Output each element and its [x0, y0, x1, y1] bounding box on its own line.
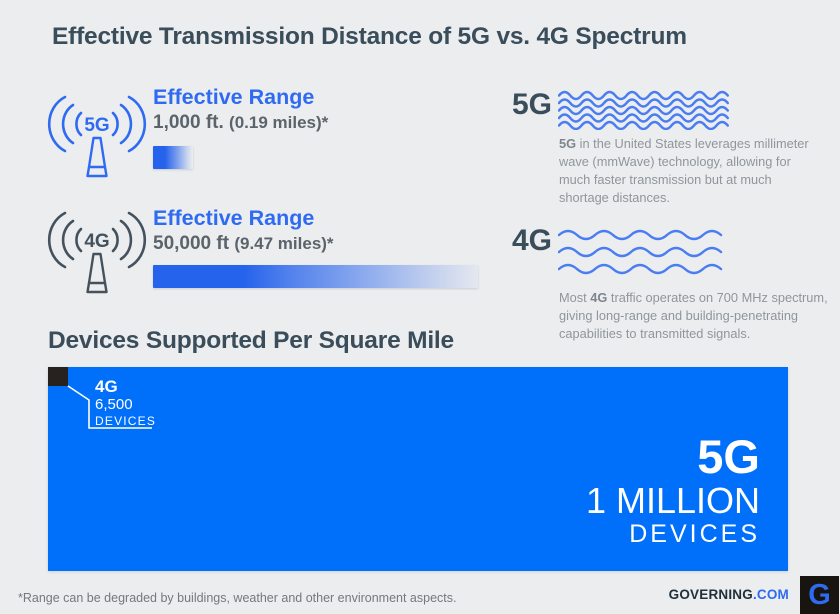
antenna-4g-label: 4G [84, 231, 109, 252]
devices-4g-callout: 4G 6,500 DEVICES [95, 378, 156, 429]
desc-5g-bold: 5G [559, 136, 577, 151]
devices-5g-count: 1 MILLION [585, 479, 760, 521]
desc-5g-rest: in the United States leverages millimete… [559, 136, 809, 206]
loose-wave-4g-icon [558, 229, 723, 275]
range-bar-5g [153, 146, 193, 169]
spectrum-5g-description: 5G in the United States leverages millim… [559, 135, 821, 208]
range-5g-feet: 1,000 ft. [153, 112, 224, 133]
spectrum-4g-description: Most 4G traffic operates on 700 MHz spec… [559, 289, 840, 343]
devices-5g-label: 5G [697, 430, 760, 483]
devices-5g-unit: DEVICES [629, 520, 760, 549]
devices-section-heading: Devices Supported Per Square Mile [48, 327, 454, 354]
devices-4g-unit: DEVICES [95, 413, 157, 428]
spectrum-5g-label: 5G [512, 88, 553, 121]
range-5g-miles: (0.19 miles)* [229, 113, 329, 132]
antenna-5g-label: 5G [84, 115, 109, 136]
desc-4g-prefix: Most [559, 290, 591, 305]
brand-suffix: .COM [752, 587, 789, 602]
effective-range-4g-label: Effective Range [153, 206, 315, 230]
effective-range-4g-value: 50,000 ft (9.47 miles)* [153, 233, 334, 255]
callout-connector-line [67, 385, 152, 429]
devices-5g-callout: 5G 1 MILLION DEVICES [585, 430, 760, 549]
devices-4g-label: 4G [95, 377, 118, 396]
desc-4g-rest: traffic operates on 700 MHz spectrum, gi… [559, 290, 828, 342]
dense-wave-5g-icon [558, 90, 729, 130]
antenna-tower-5g-icon: 5G [47, 95, 147, 178]
effective-range-5g-label: Effective Range [153, 85, 315, 109]
range-bar-4g [153, 265, 478, 288]
page-title: Effective Transmission Distance of 5G vs… [52, 23, 687, 50]
antenna-tower-4g-icon: 4G [47, 211, 147, 294]
desc-4g-bold: 4G [590, 290, 608, 305]
range-4g-feet: 50,000 ft [153, 233, 230, 254]
effective-range-5g-value: 1,000 ft. (0.19 miles)* [153, 112, 328, 134]
range-4g-miles: (9.47 miles)* [234, 234, 334, 253]
governing-g-icon: G [808, 578, 831, 611]
brand-wordmark: GOVERNING.COM [669, 587, 789, 602]
devices-4g-square [48, 367, 68, 386]
devices-5g-area: 4G 6,500 DEVICES 5G 1 MILLION DEVICES [48, 367, 788, 571]
governing-logo: G [800, 576, 839, 614]
devices-4g-count: 6,500 [95, 395, 133, 413]
brand-name: GOVERNING [668, 587, 753, 602]
range-footnote: *Range can be degraded by buildings, wea… [18, 591, 457, 605]
spectrum-4g-label: 4G [512, 224, 553, 257]
